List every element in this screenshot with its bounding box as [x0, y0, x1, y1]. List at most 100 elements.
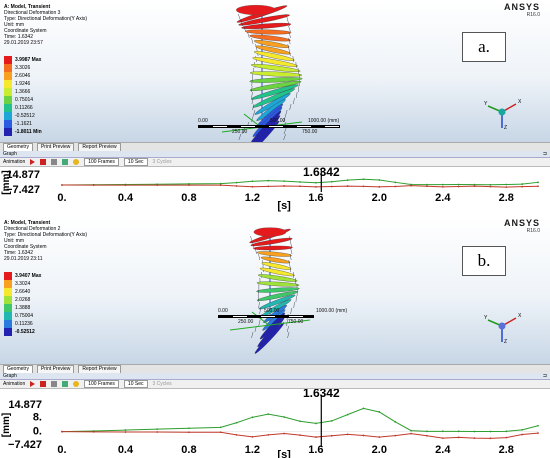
data-point — [394, 434, 397, 437]
play-icon[interactable] — [30, 159, 36, 165]
brand-name: ANSYS — [503, 2, 540, 12]
panel-a: A: Model, Transient Directional Deformat… — [0, 0, 550, 212]
duration-select[interactable]: 10 Sec — [123, 380, 148, 388]
deformation-graph[interactable]: 14.877 −7.427[mm] 0. 0.4 0.8 1.2 1.6 2.0 2.4 2.8 [… — [0, 167, 550, 212]
legend-entry: 3.3026 — [4, 64, 42, 72]
frames-select[interactable]: 100 Frames — [84, 158, 119, 166]
model-viewport[interactable]: A: Model, Transient Directional Deformat… — [0, 0, 550, 142]
x-tick-label: 1.2 — [245, 444, 260, 456]
contour-legend: 3.9987 Max 3.3026 2.6046 1.9246 1.3666 0.7501… — [4, 56, 42, 136]
model-strut — [290, 247, 293, 255]
model-plate — [256, 251, 292, 257]
legend-swatch — [4, 328, 12, 336]
data-point — [61, 430, 63, 433]
deformed-model — [229, 227, 311, 354]
duration-select[interactable]: 10 Sec — [123, 158, 148, 166]
export-icon[interactable] — [62, 159, 69, 165]
data-point — [473, 437, 476, 440]
legend-swatch — [4, 288, 12, 296]
data-point — [156, 428, 159, 431]
legend-entry: 1.9246 — [4, 80, 42, 88]
axis-triad-icon[interactable]: X Y Z — [482, 304, 522, 344]
model-plate — [250, 64, 301, 72]
data-point — [505, 183, 508, 186]
legend-label: 3.9987 Max — [15, 57, 42, 63]
export-icon[interactable] — [62, 381, 69, 387]
legend-entry: 3.9987 Max — [4, 56, 42, 64]
legend-entry: 0.75014 — [4, 96, 42, 104]
data-point — [426, 183, 428, 186]
play-icon[interactable] — [30, 381, 36, 387]
stop-icon[interactable] — [40, 381, 47, 387]
model-strut — [288, 25, 291, 33]
animation-toolbar: Animation 100 Frames 10 Sec 3 Cycles — [0, 158, 550, 167]
legend-swatch — [4, 64, 12, 72]
data-point — [489, 437, 492, 440]
scale-label-right: 1000.00 (mm) — [308, 118, 340, 124]
data-point — [505, 430, 508, 433]
svg-text:Z: Z — [504, 125, 507, 130]
model-strut — [289, 49, 291, 57]
model-plate — [253, 245, 293, 251]
data-point — [426, 430, 428, 433]
pin-icon[interactable]: ⊐ — [542, 151, 547, 157]
scale-label-mid-right: 750.00 — [288, 319, 304, 325]
legend-swatch — [4, 56, 12, 64]
model-strut — [283, 127, 287, 135]
data-point — [362, 407, 365, 410]
data-point — [378, 436, 381, 438]
model-plate — [255, 45, 291, 55]
legend-label: 1.3666 — [15, 89, 31, 95]
settings-icon[interactable] — [73, 159, 80, 165]
graph-header: Graph ⊐ — [0, 373, 550, 380]
cycles-label[interactable]: 3 Cycles — [152, 381, 172, 387]
model-strut — [258, 301, 260, 309]
model-viewport[interactable]: A: Model, Transient Directional Deformat… — [0, 216, 550, 364]
legend-entry: -0.52512 — [4, 112, 42, 120]
legend-entry: 3.3024 — [4, 280, 41, 288]
legend-swatch — [4, 120, 12, 128]
legend-swatch — [4, 112, 12, 120]
legend-swatch — [4, 272, 12, 280]
legend-swatch — [4, 312, 12, 320]
svg-text:X: X — [518, 313, 522, 319]
series-line-red — [61, 431, 539, 439]
legend-swatch — [4, 296, 12, 304]
model-strut — [251, 85, 253, 93]
result-info: A: Model, Transient Directional Deformat… — [4, 220, 87, 262]
frames-select[interactable]: 100 Frames — [84, 380, 119, 388]
frame-back-icon[interactable] — [51, 381, 58, 387]
cycles-label[interactable]: 3 Cycles — [152, 159, 172, 165]
axis-triad-icon[interactable]: X Y Z — [482, 90, 522, 130]
model-plate — [252, 57, 298, 67]
model-strut — [251, 115, 254, 123]
legend-entry: 2.6640 — [4, 288, 41, 296]
x-tick-label: 0. — [57, 444, 66, 456]
model-strut — [289, 103, 292, 111]
time-marker-label: 1.6342 — [303, 389, 340, 400]
data-point — [378, 411, 381, 413]
stop-icon[interactable] — [40, 159, 47, 165]
settings-icon[interactable] — [73, 381, 80, 387]
data-point — [219, 426, 222, 429]
model-strut — [247, 31, 250, 39]
model-strut — [252, 103, 255, 111]
model-top-plate — [253, 227, 287, 237]
data-point — [283, 416, 286, 418]
data-point — [156, 184, 159, 187]
legend-label: 0.75014 — [15, 97, 34, 103]
data-point — [235, 185, 238, 187]
legend-label: -0.52512 — [15, 113, 35, 119]
legend-entry: -1.1621 — [4, 120, 42, 128]
pin-icon[interactable]: ⊐ — [542, 373, 547, 379]
model-strut — [257, 295, 259, 303]
panel-label: b. — [462, 246, 506, 276]
model-strut — [283, 115, 286, 123]
data-point — [188, 431, 190, 434]
data-point — [283, 185, 286, 187]
x-tick-label: 1.2 — [245, 192, 260, 204]
data-point — [299, 434, 301, 436]
frame-back-icon[interactable] — [51, 159, 58, 165]
data-point — [61, 184, 63, 186]
